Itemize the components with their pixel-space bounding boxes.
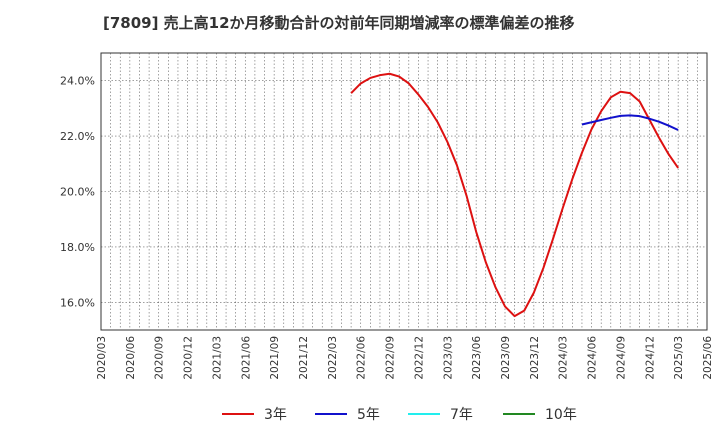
x-tick-label: 2020/06 xyxy=(125,336,137,380)
x-tick-label: 2022/12 xyxy=(413,336,425,380)
chart-title: [7809] 売上高12か月移動合計の対前年同期増減率の標準偏差の推移 xyxy=(103,14,575,32)
legend-label: 10年 xyxy=(545,407,577,423)
x-tick-label: 2021/03 xyxy=(211,336,223,380)
legend: 3年 5年 7年 10年 xyxy=(222,407,577,423)
x-tick-label: 2023/09 xyxy=(500,336,512,380)
x-tick-label: 2021/06 xyxy=(240,336,252,380)
x-tick-label: 2020/12 xyxy=(183,336,195,380)
legend-label: 5年 xyxy=(357,407,380,423)
x-tick-label: 2024/03 xyxy=(558,336,570,380)
plot-frame xyxy=(100,52,708,331)
x-tick-label: 2022/09 xyxy=(385,336,397,380)
series-lines xyxy=(350,72,679,318)
y-tick-label: 24.0% xyxy=(60,75,95,88)
y-axis: 16.0% 18.0% 20.0% 22.0% 24.0% xyxy=(60,75,95,310)
y-tick-label: 22.0% xyxy=(60,130,95,143)
x-tick-label: 2022/03 xyxy=(327,336,339,380)
y-tick-label: 20.0% xyxy=(60,186,95,199)
legend-label: 7年 xyxy=(450,407,473,423)
series-line-2 xyxy=(581,114,679,131)
x-tick-label: 2020/03 xyxy=(96,336,108,380)
x-tick-label: 2025/03 xyxy=(673,336,685,380)
x-tick-label: 2024/12 xyxy=(644,336,656,380)
x-tick-label: 2020/09 xyxy=(154,336,166,380)
series-line-1 xyxy=(350,72,679,318)
y-tick-label: 18.0% xyxy=(60,241,95,254)
x-tick-label: 2024/09 xyxy=(615,336,627,380)
grid xyxy=(101,53,707,330)
legend-label: 3年 xyxy=(264,407,287,423)
x-tick-label: 2023/06 xyxy=(471,336,483,380)
x-tick-label: 2023/03 xyxy=(442,336,454,380)
x-tick-label: 2021/12 xyxy=(298,336,310,380)
x-tick-label: 2022/06 xyxy=(356,336,368,380)
x-tick-label: 2024/06 xyxy=(587,336,599,380)
y-tick-label: 16.0% xyxy=(60,296,95,309)
x-tick-label: 2021/09 xyxy=(269,336,281,380)
x-tick-label: 2023/12 xyxy=(529,336,541,380)
x-axis: 2020/03 2020/06 2020/09 2020/12 2021/03 2021/… xyxy=(96,336,714,380)
x-tick-label: 2025/06 xyxy=(702,336,714,380)
